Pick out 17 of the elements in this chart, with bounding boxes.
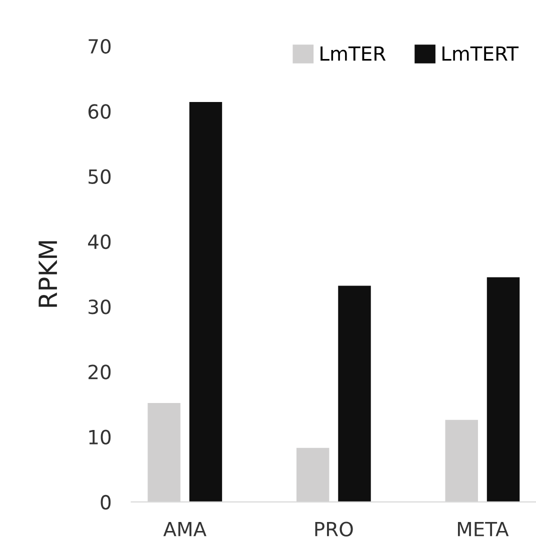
- x-tick-label: AMA: [163, 522, 206, 536]
- legend-label: LmTER: [320, 46, 386, 61]
- y-tick-label: 50: [88, 169, 111, 184]
- bar: [338, 286, 371, 502]
- legend-label: LmTERT: [442, 46, 519, 61]
- y-tick-label: 0: [100, 494, 111, 510]
- x-tick-label: PRO: [315, 522, 353, 536]
- bar: [189, 102, 222, 502]
- y-tick-label: 30: [88, 300, 111, 314]
- y-tick-label: 40: [88, 234, 111, 250]
- x-tick-label: META: [458, 522, 509, 536]
- bar: [486, 277, 520, 502]
- y-tick-label: 10: [89, 430, 111, 444]
- y-tick-label: 20: [88, 364, 111, 380]
- y-tick-label: 70: [88, 38, 111, 54]
- y-axis-title: RPKM: [38, 241, 57, 307]
- y-tick-label: 60: [88, 104, 111, 119]
